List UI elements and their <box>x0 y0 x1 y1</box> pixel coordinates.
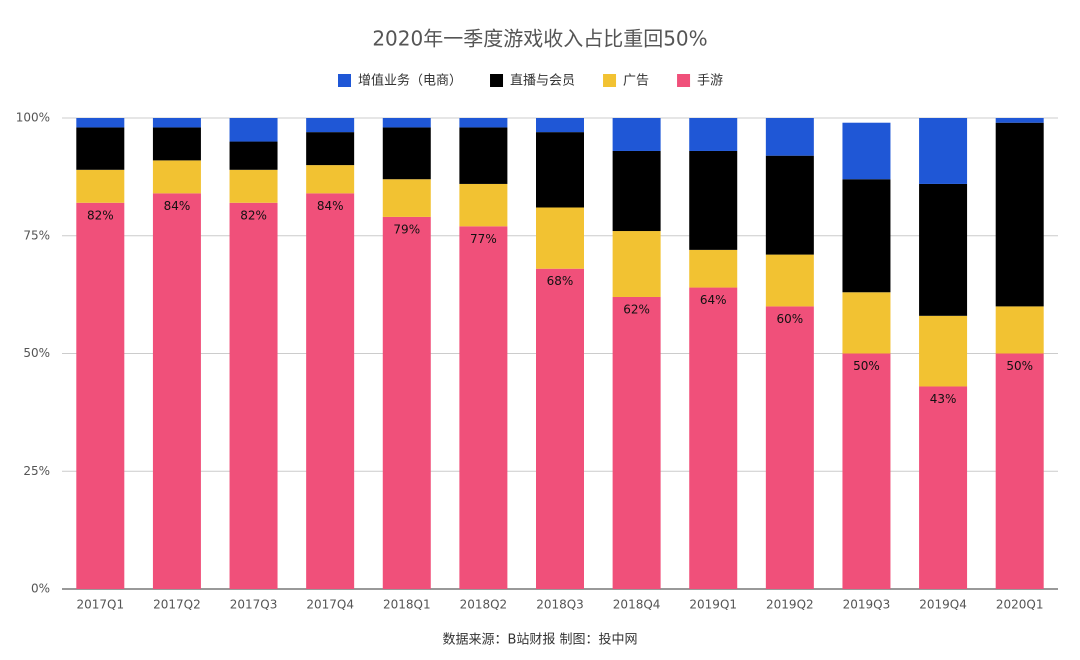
bar-segment <box>152 127 201 161</box>
bar-segment <box>382 179 431 217</box>
legend-label: 直播与会员 <box>510 74 575 89</box>
legend-swatch <box>677 74 691 87</box>
bar-segment <box>842 353 891 589</box>
data-label: 68% <box>547 274 574 288</box>
bar-segment <box>306 165 355 194</box>
data-label: 84% <box>164 199 191 213</box>
x-tick-label: 2019Q3 <box>843 598 891 612</box>
bar-segment <box>382 118 431 128</box>
data-label: 62% <box>623 302 650 316</box>
chart-title: 2020年一季度游戏收入占比重回50% <box>372 27 707 51</box>
bar-segment <box>536 118 584 133</box>
x-tick-label: 2019Q4 <box>919 598 967 612</box>
data-label: 82% <box>240 208 267 222</box>
bar-segment <box>919 183 968 316</box>
bar-segment <box>842 122 891 180</box>
bar-segment <box>76 169 125 203</box>
bar-segment <box>995 306 1044 354</box>
bar-segment <box>459 127 508 184</box>
data-label: 50% <box>1006 359 1033 373</box>
bar-segment <box>536 268 584 589</box>
y-tick-label: 75% <box>23 228 50 242</box>
data-label: 82% <box>87 208 114 222</box>
bar-segment <box>76 118 125 128</box>
data-label: 79% <box>393 222 420 236</box>
bar-segment <box>842 179 891 293</box>
x-tick-label: 2017Q1 <box>76 598 124 612</box>
bar-segment <box>689 249 738 288</box>
bar-segment <box>306 118 355 133</box>
y-tick-label: 25% <box>23 464 50 478</box>
bar-segment <box>612 296 661 589</box>
bar-segment <box>382 127 431 180</box>
legend-label: 增值业务（电商） <box>358 73 462 89</box>
source: 数据来源：B站财报 制图：投中网 <box>442 632 637 648</box>
bar-segment <box>919 315 968 387</box>
bar-segment <box>306 132 355 166</box>
data-label: 77% <box>470 232 497 246</box>
data-label: 60% <box>777 312 804 326</box>
bar-segment <box>689 287 738 589</box>
bar-segment <box>919 386 968 589</box>
bar-segment <box>689 118 738 151</box>
x-tick-label: 2019Q2 <box>766 598 814 612</box>
x-tick-label: 2017Q2 <box>153 598 201 612</box>
bar-segment <box>459 226 508 589</box>
bar-segment <box>76 127 125 170</box>
bar-segment <box>995 118 1044 123</box>
x-tick-label: 2018Q4 <box>613 598 661 612</box>
legend-swatch <box>490 74 504 87</box>
bar-segment <box>689 150 738 250</box>
y-tick-label: 100% <box>16 111 50 125</box>
bar-segment <box>765 306 814 589</box>
bar-segment <box>765 254 814 307</box>
x-tick-label: 2018Q2 <box>460 598 508 612</box>
bar-segment <box>765 118 814 156</box>
bar-segment <box>229 118 278 142</box>
bar-segment <box>765 155 814 255</box>
bar-segment <box>612 150 661 232</box>
data-label: 84% <box>317 199 344 213</box>
data-label: 43% <box>930 392 957 406</box>
bar-segment <box>995 353 1044 589</box>
bar-segment <box>229 141 278 170</box>
bar-segment <box>306 193 355 590</box>
x-tick-label: 2017Q4 <box>306 598 354 612</box>
x-tick-label: 2020Q1 <box>996 598 1044 612</box>
x-tick-label: 2018Q1 <box>383 598 431 612</box>
bar-segment <box>152 160 201 194</box>
legend-label: 手游 <box>697 74 723 89</box>
bar-segment <box>612 118 661 151</box>
bar-segment <box>382 216 431 589</box>
legend-swatch <box>603 74 617 87</box>
bar-segment <box>459 118 508 128</box>
bar-segment <box>919 118 968 184</box>
bar-segment <box>612 231 661 297</box>
data-label: 50% <box>853 359 880 373</box>
x-tick-label: 2017Q3 <box>230 598 278 612</box>
y-tick-label: 0% <box>31 582 50 596</box>
x-tick-label: 2018Q3 <box>536 598 584 612</box>
bar-segment <box>536 207 584 269</box>
bar-segment <box>76 202 125 589</box>
legend-label: 广告 <box>623 74 649 89</box>
y-tick-label: 50% <box>23 346 50 360</box>
bar-segment <box>842 292 891 354</box>
bar-segment <box>536 132 584 208</box>
legend-swatch <box>338 74 351 87</box>
bar-segment <box>229 202 278 589</box>
bar-segment <box>229 169 278 203</box>
data-label: 64% <box>700 293 727 307</box>
bar-segment <box>459 183 508 227</box>
bar-segment <box>995 122 1044 307</box>
bar-segment <box>152 193 201 590</box>
bar-segment <box>152 118 201 128</box>
x-tick-label: 2019Q1 <box>689 598 737 612</box>
